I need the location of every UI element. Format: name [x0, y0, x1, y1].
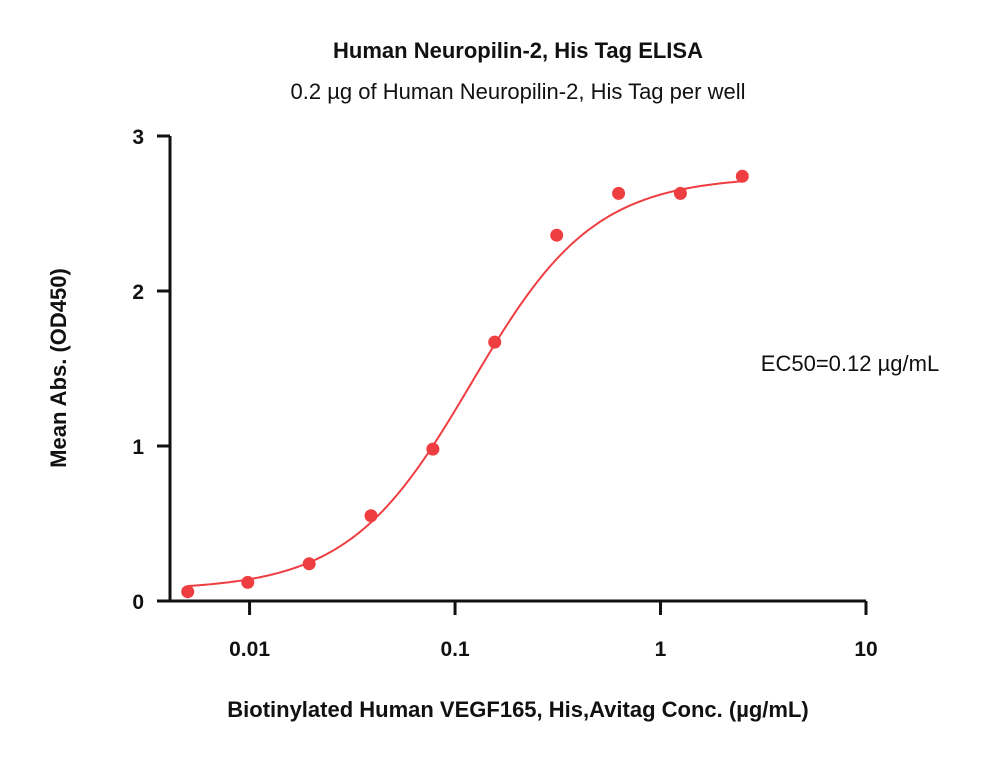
x-tick-label: 0.1: [440, 638, 470, 661]
x-tick-label: 10: [854, 638, 877, 661]
y-tick-label: 0: [132, 591, 144, 614]
chart-title: Human Neuropilin-2, His Tag ELISA: [333, 38, 703, 63]
data-point: [488, 335, 502, 349]
y-tick-label: 3: [132, 126, 144, 149]
data-point: [241, 575, 255, 589]
x-tick-label: 0.01: [229, 638, 270, 661]
data-point: [673, 186, 687, 200]
ec50-annotation: EC50=0.12 µg/mL: [761, 351, 939, 376]
fit-curve: [187, 180, 743, 588]
plot-area: 0 1 2 3 0.01 0.1 1 10: [132, 126, 877, 661]
data-point: [302, 557, 316, 571]
data-point: [426, 442, 440, 456]
data-point: [550, 228, 564, 242]
x-tick-label: 1: [655, 638, 667, 661]
data-point: [612, 186, 626, 200]
y-axis-label: Mean Abs. (OD450): [46, 268, 71, 468]
data-points: [181, 169, 749, 599]
data-point: [364, 509, 378, 523]
y-ticks: 0 1 2 3: [132, 126, 170, 614]
x-ticks: 0.01 0.1 1 10: [229, 601, 878, 661]
y-tick-label: 1: [132, 436, 144, 459]
data-point: [181, 585, 195, 599]
x-axis-label: Biotinylated Human VEGF165, His,Avitag C…: [227, 697, 809, 722]
y-tick-label: 2: [132, 281, 144, 304]
chart-subtitle: 0.2 µg of Human Neuropilin-2, His Tag pe…: [291, 79, 746, 104]
data-point: [735, 169, 749, 183]
